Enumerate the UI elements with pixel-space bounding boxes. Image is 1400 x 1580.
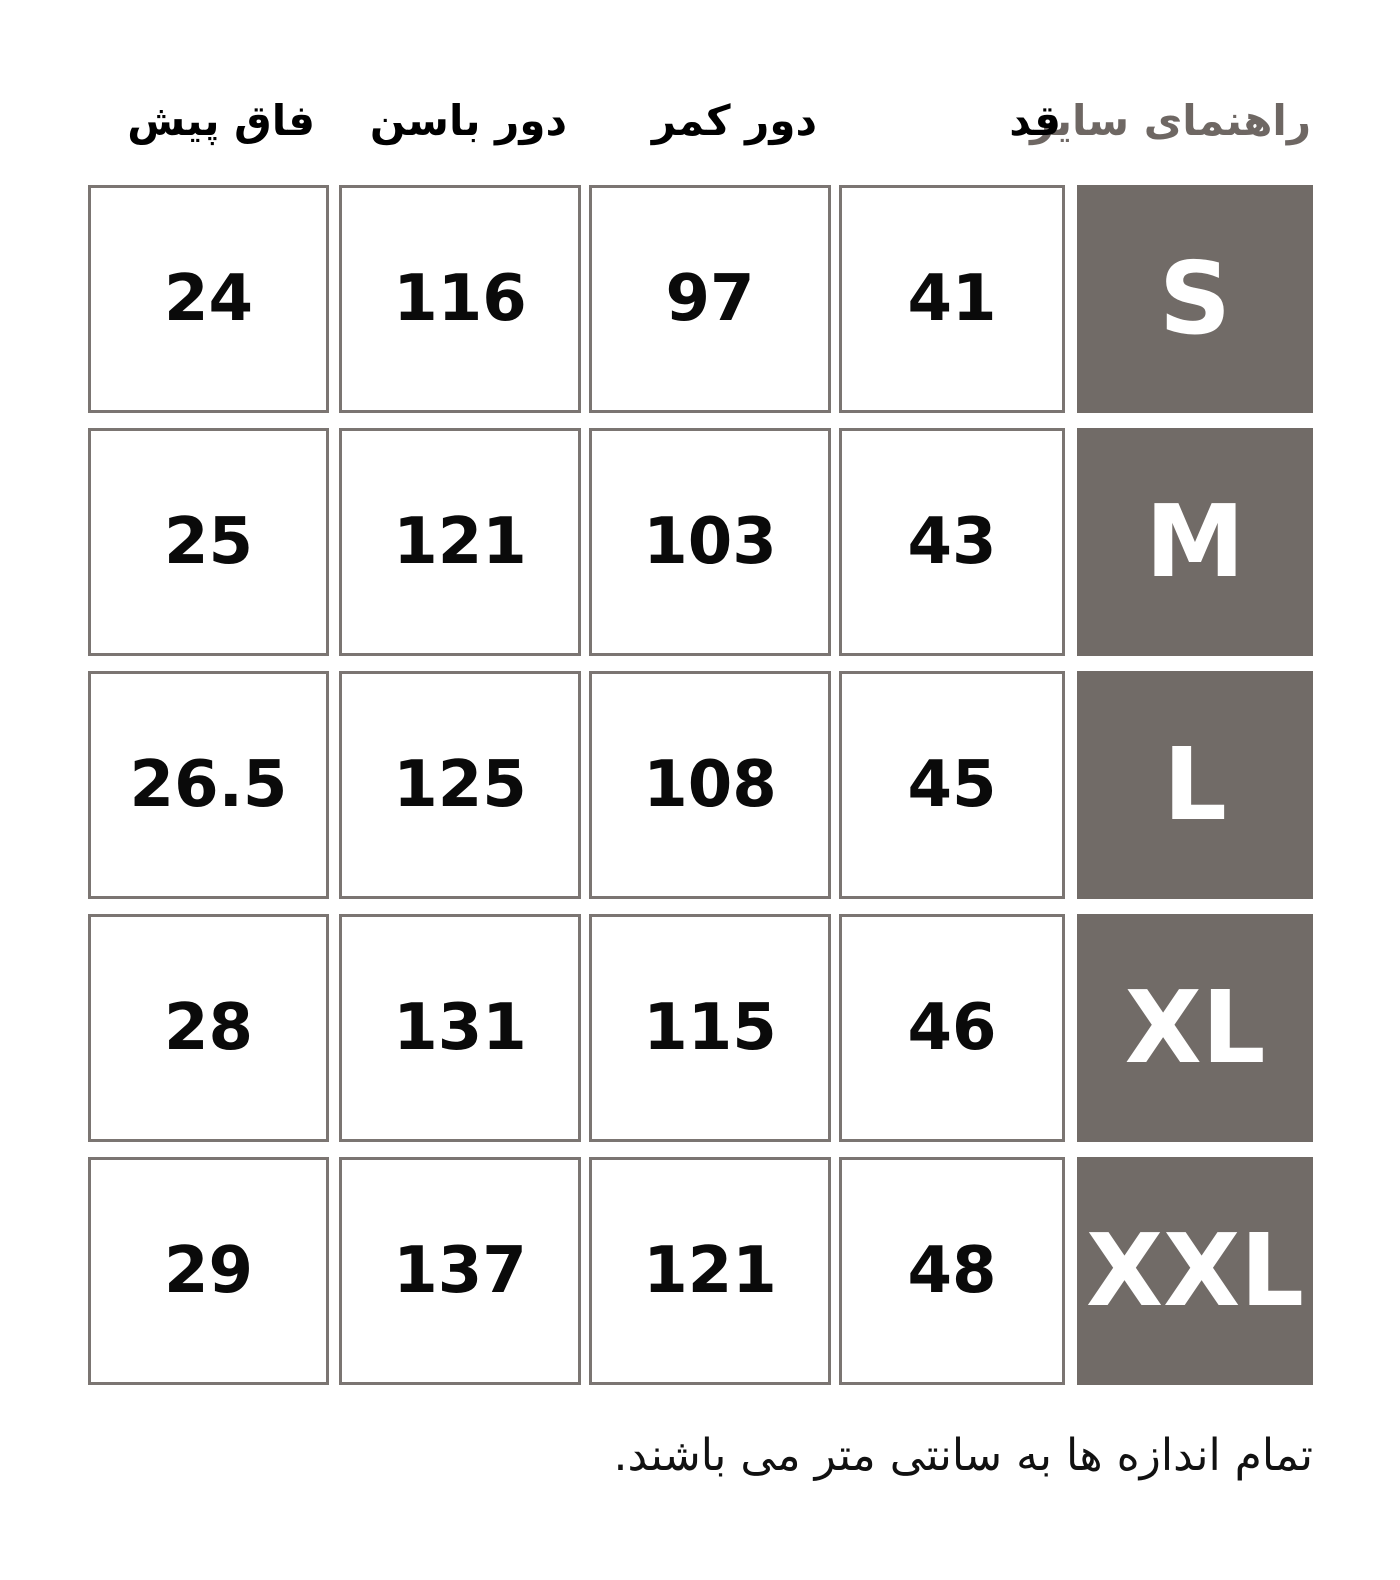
- cell-s-height: 41: [839, 185, 1065, 413]
- size-badge-m: M: [1077, 428, 1313, 656]
- cell-m-hip: 121: [339, 428, 581, 656]
- cell-xxl-height: 48: [839, 1157, 1065, 1385]
- cell-xxl-hip: 137: [339, 1157, 581, 1385]
- cell-s-front-rise: 24: [88, 185, 329, 413]
- size-badge-xl: XL: [1077, 914, 1313, 1142]
- size-row-l: L 45 108 125 26.5: [88, 671, 1313, 899]
- cell-s-waist: 97: [589, 185, 831, 413]
- cell-xl-height: 46: [839, 914, 1065, 1142]
- cell-xxl-front-rise: 29: [88, 1157, 329, 1385]
- cell-l-waist: 108: [589, 671, 831, 899]
- table-header-row: راهنمای سایز قد دور کمر دور باسن فاق پیش: [88, 0, 1313, 185]
- size-row-m: M 43 103 121 25: [88, 428, 1313, 656]
- size-badge-l: L: [1077, 671, 1313, 899]
- size-row-xxl: XXL 48 121 137 29: [88, 1157, 1313, 1385]
- cell-l-hip: 125: [339, 671, 581, 899]
- column-header-hip: دور باسن: [369, 96, 567, 145]
- size-guide-table: راهنمای سایز قد دور کمر دور باسن فاق پیش…: [88, 0, 1313, 1385]
- size-badge-xxl: XXL: [1077, 1157, 1313, 1385]
- cell-l-height: 45: [839, 671, 1065, 899]
- column-header-front-rise: فاق پیش: [127, 96, 315, 145]
- cell-m-height: 43: [839, 428, 1065, 656]
- size-row-xl: XL 46 115 131 28: [88, 914, 1313, 1142]
- table-title: راهنمای سایز: [1030, 96, 1311, 145]
- column-header-height: قد: [1009, 96, 1061, 145]
- cell-l-front-rise: 26.5: [88, 671, 329, 899]
- cell-m-waist: 103: [589, 428, 831, 656]
- cell-s-hip: 116: [339, 185, 581, 413]
- cell-m-front-rise: 25: [88, 428, 329, 656]
- column-header-waist: دور کمر: [651, 96, 817, 145]
- cell-xl-waist: 115: [589, 914, 831, 1142]
- measurement-unit-note: تمام اندازه ها به سانتی متر می باشند.: [613, 1430, 1314, 1481]
- size-row-s: S 41 97 116 24: [88, 185, 1313, 413]
- cell-xxl-waist: 121: [589, 1157, 831, 1385]
- cell-xl-front-rise: 28: [88, 914, 329, 1142]
- cell-xl-hip: 131: [339, 914, 581, 1142]
- size-badge-s: S: [1077, 185, 1313, 413]
